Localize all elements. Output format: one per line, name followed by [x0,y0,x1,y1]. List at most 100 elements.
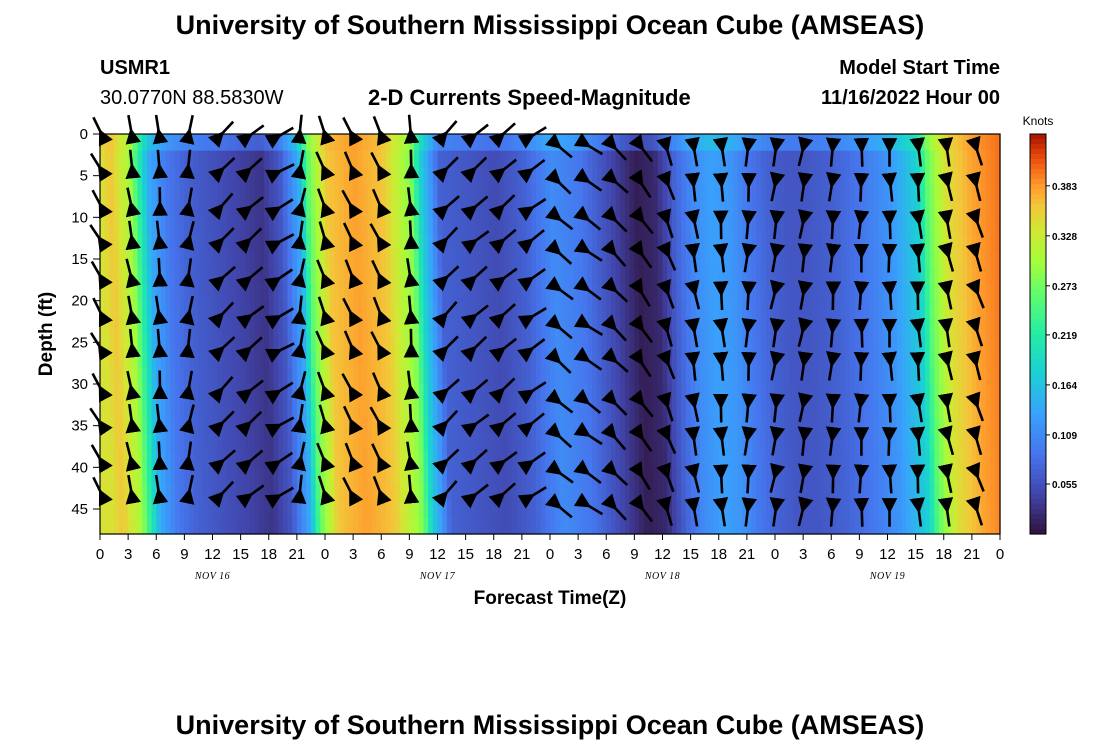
heatmap-cell [343,167,350,185]
heatmap-cell [268,517,275,535]
heatmap-cell [596,367,603,385]
heatmap-cell [132,467,139,485]
heatmap-cell [170,384,176,402]
heatmap-cell [400,434,406,452]
heatmap-cell [489,250,495,268]
heatmap-cell [667,450,673,468]
heatmap-cell [231,417,237,435]
heatmap-cell [184,400,190,418]
heatmap-cell [864,334,870,352]
heatmap-cell [428,184,434,202]
heatmap-cell [550,500,556,518]
heatmap-cell [442,500,448,518]
heatmap-cell [503,250,509,268]
heatmap-cell [667,300,673,318]
heatmap-cell [475,434,481,452]
heatmap-cell [807,417,814,435]
heatmap-cell [578,317,584,335]
heatmap-cell [765,350,771,368]
heatmap-cell [892,167,898,185]
heatmap-cell [123,367,129,385]
heatmap-cell [751,284,757,302]
heatmap-cell [329,134,335,152]
current-vector-arrow [628,277,651,307]
heatmap-cell [732,184,739,202]
heatmap-cell [653,384,659,402]
heatmap-cell [925,267,931,285]
heatmap-cell [925,334,931,352]
heatmap-cell [479,384,485,402]
heatmap-cell [442,300,448,318]
heatmap-cell [493,517,500,535]
heatmap-cell [821,134,828,152]
heatmap-cell [278,250,284,268]
heatmap-cell [920,450,926,468]
heatmap-cell [475,467,481,485]
heatmap-cell [362,384,368,402]
heatmap-cell [240,517,246,535]
heatmap-cell [517,467,523,485]
current-vector-arrow [573,167,603,192]
heatmap-cell [132,334,139,352]
heatmap-cell [165,384,171,402]
heatmap-cell [732,384,739,402]
heatmap-cell [296,184,303,202]
current-vector-arrow [152,441,169,471]
heatmap-cell [953,500,959,518]
current-vector-arrow [344,442,364,473]
heatmap-cell [793,400,800,418]
heatmap-cell [985,334,992,352]
heatmap-cell [709,450,715,468]
heatmap-cell [896,184,903,202]
current-vector-arrow [881,280,898,310]
heatmap-cell [779,250,785,268]
heatmap-cell [142,484,148,502]
current-vector-arrow [125,474,142,505]
heatmap-cell [882,250,889,268]
heatmap-cell [400,234,406,252]
heatmap-cell [301,417,307,435]
current-vector-arrow [125,187,142,218]
heatmap-cell [629,334,635,352]
heatmap-cell [685,150,692,168]
heatmap-cell [221,250,228,268]
heatmap-cell [728,367,734,385]
current-vector-arrow [909,243,926,273]
heatmap-cell [957,134,964,152]
heatmap-cell [446,234,453,252]
heatmap-cell [723,350,729,368]
heatmap-cell [432,150,439,168]
heatmap-cell [615,484,621,502]
heatmap-cell [821,200,828,218]
heatmap-cell [779,284,785,302]
heatmap-cell [531,217,537,235]
heatmap-cell [221,334,228,352]
heatmap-cell [765,400,771,418]
heatmap-cell [737,450,743,468]
heatmap-cell [925,250,931,268]
heatmap-cell [296,500,303,518]
heatmap-cell [540,234,546,252]
heatmap-cell [596,417,603,435]
heatmap-cell [967,484,973,502]
heatmap-cell [207,467,214,485]
heatmap-cell [479,234,485,252]
heatmap-cell [165,167,171,185]
heatmap-cell [301,350,307,368]
heatmap-cell [432,517,439,535]
heatmap-cell [371,417,378,435]
heatmap-cell [479,217,485,235]
heatmap-cell [245,217,251,235]
heatmap-cell [226,250,232,268]
current-vector-arrow [573,313,604,337]
heatmap-cell [400,184,406,202]
heatmap-cell [146,150,153,168]
heatmap-cell [343,500,350,518]
heatmap-cell [868,334,875,352]
heatmap-cell [850,250,856,268]
heatmap-cell [371,284,378,302]
heatmap-cell [339,434,345,452]
current-vector-arrow [403,370,420,401]
heatmap-cell [939,367,945,385]
heatmap-cell [564,267,570,285]
